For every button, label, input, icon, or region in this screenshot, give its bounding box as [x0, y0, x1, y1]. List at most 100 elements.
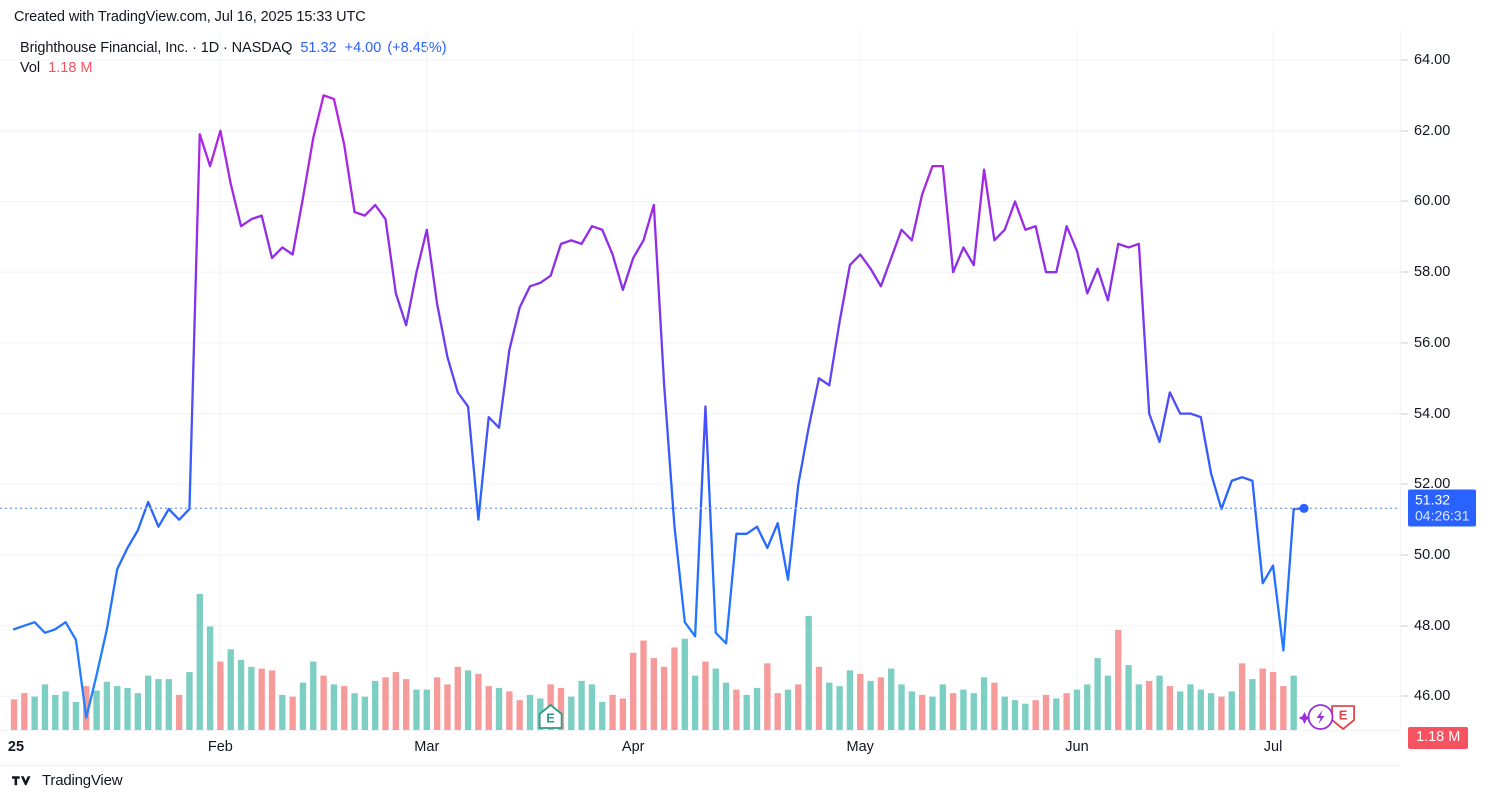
volume-bar — [464, 670, 472, 730]
ai-insight-marker[interactable] — [1298, 704, 1334, 730]
volume-bar — [1011, 700, 1019, 730]
tradingview-logo-icon — [12, 775, 31, 785]
volume-bar — [268, 670, 276, 730]
volume-bar — [506, 691, 513, 730]
volume-bar — [826, 682, 833, 730]
volume-bar — [991, 682, 998, 730]
price-tick-dash — [1401, 625, 1408, 627]
volume-bar — [361, 696, 369, 730]
volume-bar — [248, 666, 255, 730]
price-tick-dash — [1401, 59, 1408, 61]
price-tick-label: 52.00 — [1414, 476, 1451, 493]
volume-bar — [52, 694, 59, 730]
volume-bar — [413, 689, 420, 730]
volume-bar — [815, 666, 823, 730]
price-change-percent: (+8.45%) — [387, 40, 447, 56]
volume-bar — [1269, 672, 1277, 730]
volume-bar — [877, 677, 885, 730]
time-scale[interactable]: 25 Feb Mar Apr May Jun Jul — [0, 730, 1400, 766]
current-price-value: 51.32 — [1415, 491, 1451, 508]
volume-bar — [1156, 675, 1163, 730]
footer-brand-label: TradingView — [42, 772, 123, 789]
volume-bar — [351, 693, 358, 730]
volume-bar — [939, 684, 946, 730]
bar-countdown-timer: 04:26:31 — [1415, 507, 1470, 524]
volume-bar — [526, 694, 534, 730]
price-tick-label: 58.00 — [1414, 264, 1451, 281]
volume-bar — [784, 689, 792, 730]
volume-bar — [1187, 684, 1194, 730]
price-line — [12, 94, 1306, 719]
footer-branding: TradingView — [12, 772, 123, 789]
volume-bar — [568, 696, 575, 730]
volume-bar — [578, 680, 585, 730]
volume-bar — [1063, 693, 1070, 730]
volume-bar — [165, 679, 172, 730]
last-price-value: 51.32 — [300, 40, 337, 56]
volume-bar — [918, 694, 926, 730]
volume-bar — [402, 679, 410, 730]
price-tick-label: 50.00 — [1414, 547, 1451, 563]
volume-bar — [846, 670, 854, 730]
volume-bar — [898, 684, 905, 730]
volume-bar — [433, 677, 441, 730]
attribution-text: Created with TradingView.com, Jul 16, 20… — [14, 9, 366, 25]
price-tick-label: 56.00 — [1414, 334, 1451, 351]
symbol-title[interactable]: Brighthouse Financial, Inc. · 1D · NASDA… — [20, 40, 293, 56]
volume-bar — [691, 675, 699, 730]
volume-bar — [1032, 700, 1039, 730]
volume-bar — [1094, 658, 1101, 730]
volume-bar — [867, 680, 874, 730]
time-tick-label: Apr — [621, 739, 645, 755]
volume-bar — [619, 698, 627, 730]
last-price-dot — [1299, 503, 1309, 513]
volume-bar — [217, 661, 224, 730]
volume-bar — [279, 694, 286, 730]
volume-bar — [960, 689, 967, 730]
volume-bar — [1073, 689, 1081, 730]
volume-bar — [258, 668, 265, 730]
price-tick-dash — [1401, 554, 1408, 556]
volume-bar — [206, 626, 214, 730]
volume-bar — [93, 690, 100, 730]
volume-bar — [341, 686, 348, 730]
volume-bar — [1290, 675, 1297, 730]
volume-bar — [1001, 696, 1008, 730]
volume-bar — [444, 684, 451, 730]
volume-bar — [630, 652, 637, 730]
volume-bar — [1280, 686, 1287, 730]
volume-bar — [1125, 665, 1132, 730]
price-scale[interactable]: 64.00 62.00 60.00 58.00 56.00 54.00 52.00 50.00… — [1400, 30, 1500, 750]
chart-legend: Brighthouse Financial, Inc. · 1D · NASDA… — [20, 38, 447, 78]
volume-bar — [1259, 668, 1266, 730]
volume-bar — [1146, 680, 1153, 730]
volume-bar — [970, 693, 977, 730]
volume-bar — [929, 696, 936, 730]
volume-bar — [516, 700, 523, 730]
volume-bar — [72, 701, 80, 730]
volume-bar — [227, 649, 234, 730]
volume-bar — [640, 640, 647, 730]
price-tick-dash — [1401, 695, 1408, 697]
price-tick-dash — [1401, 271, 1408, 273]
volume-value: 1.18 M — [48, 60, 93, 76]
volume-bar — [722, 682, 730, 730]
volume-bar — [41, 684, 49, 730]
volume-bar — [495, 687, 503, 730]
legend-volume-row: Vol 1.18 M — [20, 58, 447, 78]
volume-bar — [1197, 689, 1204, 730]
time-tick-label: Jul — [1263, 739, 1283, 755]
volume-label: Vol — [20, 60, 41, 76]
time-tick-label: Jun — [1065, 739, 1089, 755]
earnings-miss-marker[interactable]: E — [1331, 705, 1355, 730]
price-tick-label: 60.00 — [1414, 193, 1451, 210]
gridlines — [0, 59, 1400, 697]
volume-bar — [289, 696, 296, 730]
earnings-beat-marker[interactable]: E — [538, 704, 563, 729]
svg-text:E: E — [1339, 708, 1348, 723]
price-tick-dash — [1401, 200, 1408, 202]
price-tick-label: 64.00 — [1414, 52, 1451, 69]
